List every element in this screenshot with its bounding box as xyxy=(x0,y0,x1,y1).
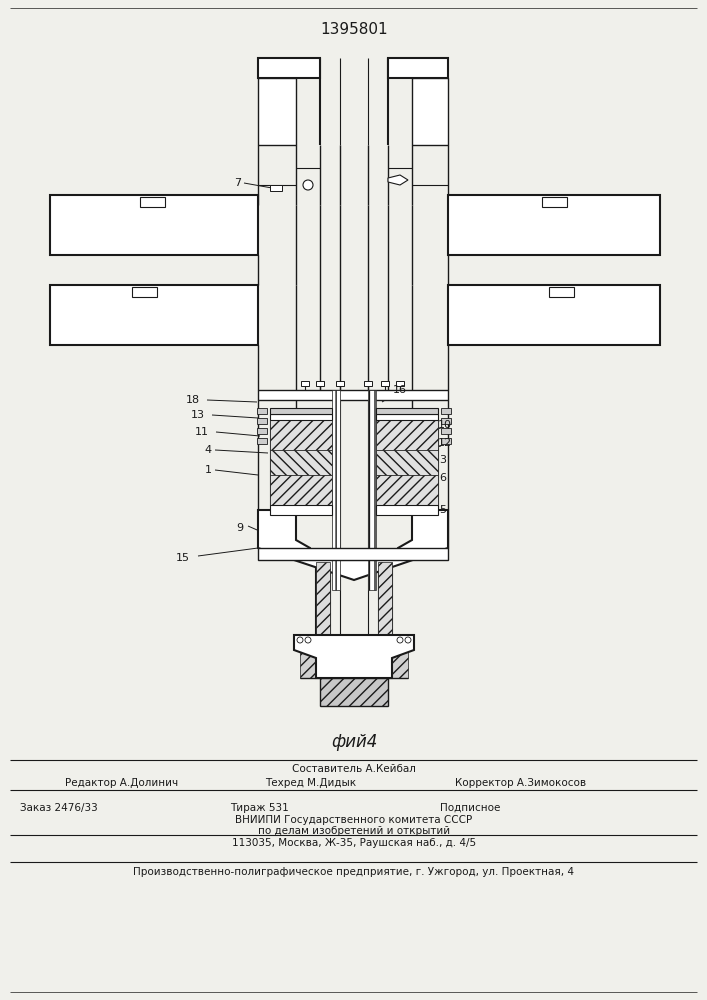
Text: 7: 7 xyxy=(235,178,242,188)
Text: 13: 13 xyxy=(191,410,205,420)
Bar xyxy=(257,408,267,414)
Text: Редактор А.Долинич: Редактор А.Долинич xyxy=(65,778,178,788)
Bar xyxy=(316,381,324,386)
Text: 10: 10 xyxy=(438,420,452,430)
Polygon shape xyxy=(50,285,258,345)
Circle shape xyxy=(397,637,403,643)
Polygon shape xyxy=(270,414,332,420)
Polygon shape xyxy=(376,414,438,420)
Bar xyxy=(132,287,157,297)
Bar xyxy=(368,390,376,590)
Polygon shape xyxy=(412,78,448,145)
Circle shape xyxy=(297,637,303,643)
Text: 15: 15 xyxy=(176,553,190,563)
Bar xyxy=(549,287,574,297)
Bar xyxy=(270,475,332,505)
Text: 4: 4 xyxy=(204,445,211,455)
Bar xyxy=(320,678,388,706)
Bar xyxy=(257,428,267,434)
Text: 5: 5 xyxy=(440,505,447,515)
Bar xyxy=(376,408,438,414)
Circle shape xyxy=(405,637,411,643)
Polygon shape xyxy=(258,390,448,400)
Polygon shape xyxy=(388,58,448,78)
Bar xyxy=(300,650,408,678)
Text: 11: 11 xyxy=(195,427,209,437)
Text: 12: 12 xyxy=(438,438,452,448)
Text: 6: 6 xyxy=(440,473,447,483)
Bar xyxy=(441,438,451,444)
Bar xyxy=(378,562,392,644)
Bar xyxy=(257,418,267,424)
Text: Подписное: Подписное xyxy=(440,803,501,813)
Polygon shape xyxy=(258,548,448,560)
Polygon shape xyxy=(50,195,258,255)
Polygon shape xyxy=(258,58,320,78)
Bar xyxy=(441,408,451,414)
Polygon shape xyxy=(270,505,332,515)
Bar xyxy=(316,562,330,644)
Text: Корректор А.Зимокосов: Корректор А.Зимокосов xyxy=(455,778,586,788)
Text: Техред М.Дидык: Техред М.Дидык xyxy=(265,778,356,788)
Text: Составитель А.Кейбал: Составитель А.Кейбал xyxy=(292,764,416,774)
Bar xyxy=(376,450,438,475)
Text: ВНИИПИ Государственного комитета СССР: ВНИИПИ Государственного комитета СССР xyxy=(235,815,472,825)
Text: Заказ 2476/33: Заказ 2476/33 xyxy=(20,803,98,813)
Circle shape xyxy=(303,180,313,190)
Text: Производственно-полиграфическое предприятие, г. Ужгород, ул. Проектная, 4: Производственно-полиграфическое предприя… xyxy=(134,867,575,877)
Bar xyxy=(301,381,309,386)
Bar xyxy=(270,185,282,191)
Text: по делам изобретений и открытий: по делам изобретений и открытий xyxy=(258,826,450,836)
Bar xyxy=(376,475,438,505)
Bar xyxy=(542,197,567,207)
Text: Тираж 531: Тираж 531 xyxy=(230,803,288,813)
Polygon shape xyxy=(388,175,408,185)
Bar xyxy=(376,420,438,450)
Polygon shape xyxy=(294,635,414,678)
Polygon shape xyxy=(258,510,448,580)
Bar xyxy=(396,381,404,386)
Bar xyxy=(381,381,389,386)
Bar xyxy=(441,418,451,424)
Text: 1: 1 xyxy=(204,465,211,475)
Polygon shape xyxy=(448,195,660,255)
Bar xyxy=(270,420,332,450)
Bar xyxy=(140,197,165,207)
Bar xyxy=(441,428,451,434)
Text: 1395801: 1395801 xyxy=(320,22,388,37)
Bar xyxy=(270,408,332,414)
Bar xyxy=(364,381,372,386)
Text: 9: 9 xyxy=(236,523,244,533)
Text: 113035, Москва, Ж-35, Раушская наб., д. 4/5: 113035, Москва, Ж-35, Раушская наб., д. … xyxy=(232,838,476,848)
Polygon shape xyxy=(376,505,438,515)
Polygon shape xyxy=(448,285,660,345)
Text: 3: 3 xyxy=(440,455,447,465)
Bar xyxy=(336,381,344,386)
Circle shape xyxy=(305,637,311,643)
Text: 18: 18 xyxy=(186,395,200,405)
Bar xyxy=(332,390,340,590)
Text: 16: 16 xyxy=(393,385,407,395)
Bar xyxy=(270,450,332,475)
Text: фий4: фий4 xyxy=(331,733,378,751)
Bar xyxy=(257,438,267,444)
Polygon shape xyxy=(258,78,296,145)
